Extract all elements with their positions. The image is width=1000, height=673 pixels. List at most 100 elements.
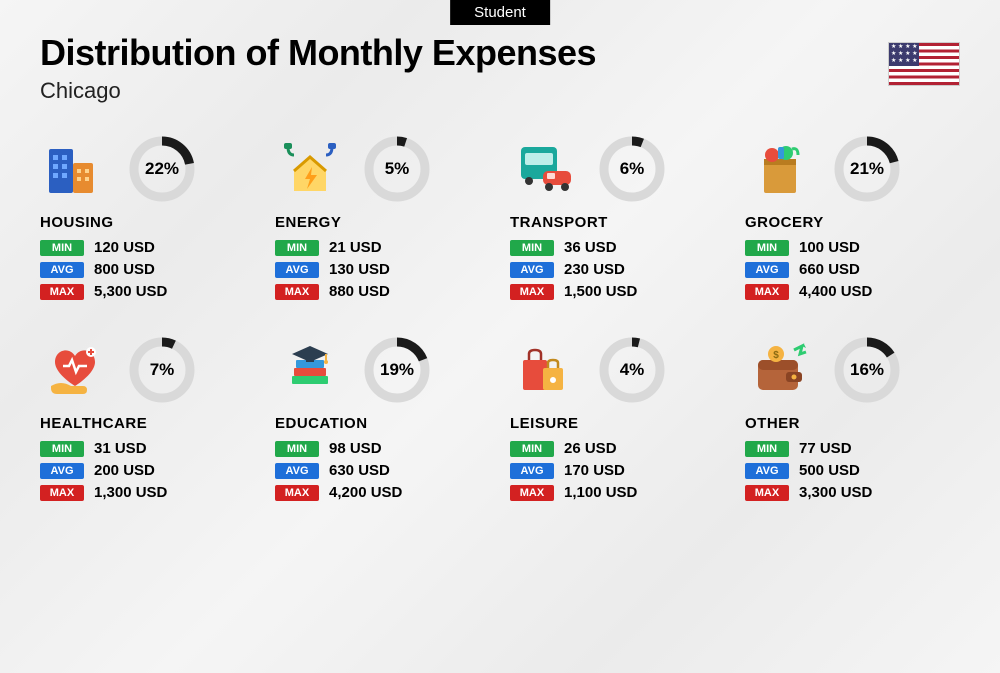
housing-max-row: MAX 5,300 USD (40, 283, 255, 300)
avg-badge: AVG (745, 262, 789, 278)
category-card-other: $ 16% OTHER MIN 77 USD AVG 500 USD MAX 3… (745, 335, 960, 506)
avg-badge: AVG (510, 463, 554, 479)
avg-badge: AVG (275, 463, 319, 479)
min-badge: MIN (40, 441, 84, 457)
max-badge: MAX (275, 485, 319, 501)
category-card-leisure: 4% LEISURE MIN 26 USD AVG 170 USD MAX 1,… (510, 335, 725, 506)
transport-name: TRANSPORT (510, 214, 725, 231)
transport-donut: 6% (596, 133, 668, 205)
leisure-name: LEISURE (510, 415, 725, 432)
category-card-grocery: 21% GROCERY MIN 100 USD AVG 660 USD MAX … (745, 134, 960, 305)
education-name: EDUCATION (275, 415, 490, 432)
healthcare-avg-row: AVG 200 USD (40, 462, 255, 479)
max-badge: MAX (40, 485, 84, 501)
usa-flag-icon (888, 42, 960, 86)
education-min-value: 98 USD (329, 440, 382, 457)
energy-donut: 5% (361, 133, 433, 205)
housing-max-value: 5,300 USD (94, 283, 167, 300)
category-card-healthcare: 7% HEALTHCARE MIN 31 USD AVG 200 USD MAX… (40, 335, 255, 506)
education-donut: 19% (361, 334, 433, 406)
title-block: Distribution of Monthly Expenses Chicago (40, 32, 596, 104)
min-badge: MIN (745, 240, 789, 256)
energy-name: ENERGY (275, 214, 490, 231)
max-badge: MAX (275, 284, 319, 300)
housing-donut: 22% (126, 133, 198, 205)
housing-min-row: MIN 120 USD (40, 239, 255, 256)
housing-name: HOUSING (40, 214, 255, 231)
energy-avg-row: AVG 130 USD (275, 261, 490, 278)
other-percent: 16% (850, 360, 884, 380)
grocery-donut: 21% (831, 133, 903, 205)
energy-min-value: 21 USD (329, 239, 382, 256)
other-donut: 16% (831, 334, 903, 406)
healthcare-donut: 7% (126, 334, 198, 406)
other-icon: $ (745, 340, 815, 400)
leisure-icon (510, 340, 580, 400)
grocery-icon (745, 139, 815, 199)
grocery-max-value: 4,400 USD (799, 283, 872, 300)
category-card-education: 19% EDUCATION MIN 98 USD AVG 630 USD MAX… (275, 335, 490, 506)
other-max-value: 3,300 USD (799, 484, 872, 501)
healthcare-max-value: 1,300 USD (94, 484, 167, 501)
avg-badge: AVG (40, 463, 84, 479)
min-badge: MIN (275, 240, 319, 256)
leisure-avg-row: AVG 170 USD (510, 462, 725, 479)
max-badge: MAX (510, 284, 554, 300)
other-avg-value: 500 USD (799, 462, 860, 479)
transport-avg-row: AVG 230 USD (510, 261, 725, 278)
transport-avg-value: 230 USD (564, 261, 625, 278)
education-min-row: MIN 98 USD (275, 440, 490, 457)
max-badge: MAX (745, 284, 789, 300)
grocery-name: GROCERY (745, 214, 960, 231)
grocery-max-row: MAX 4,400 USD (745, 283, 960, 300)
max-badge: MAX (745, 485, 789, 501)
energy-icon (275, 139, 345, 199)
education-max-value: 4,200 USD (329, 484, 402, 501)
other-min-row: MIN 77 USD (745, 440, 960, 457)
education-avg-row: AVG 630 USD (275, 462, 490, 479)
min-badge: MIN (275, 441, 319, 457)
svg-text:$: $ (773, 350, 779, 361)
education-icon (275, 340, 345, 400)
healthcare-percent: 7% (150, 360, 175, 380)
page-title: Distribution of Monthly Expenses (40, 32, 596, 74)
education-max-row: MAX 4,200 USD (275, 484, 490, 501)
transport-percent: 6% (620, 159, 645, 179)
min-badge: MIN (40, 240, 84, 256)
leisure-max-row: MAX 1,100 USD (510, 484, 725, 501)
category-card-housing: 22% HOUSING MIN 120 USD AVG 800 USD MAX … (40, 134, 255, 305)
min-badge: MIN (510, 441, 554, 457)
min-badge: MIN (745, 441, 789, 457)
energy-percent: 5% (385, 159, 410, 179)
transport-min-value: 36 USD (564, 239, 617, 256)
healthcare-min-value: 31 USD (94, 440, 147, 457)
avg-badge: AVG (275, 262, 319, 278)
other-name: OTHER (745, 415, 960, 432)
max-badge: MAX (510, 485, 554, 501)
max-badge: MAX (40, 284, 84, 300)
other-max-row: MAX 3,300 USD (745, 484, 960, 501)
category-card-energy: 5% ENERGY MIN 21 USD AVG 130 USD MAX 880… (275, 134, 490, 305)
avg-badge: AVG (745, 463, 789, 479)
grocery-avg-value: 660 USD (799, 261, 860, 278)
healthcare-name: HEALTHCARE (40, 415, 255, 432)
leisure-max-value: 1,100 USD (564, 484, 637, 501)
housing-avg-row: AVG 800 USD (40, 261, 255, 278)
avg-badge: AVG (40, 262, 84, 278)
avg-badge: AVG (510, 262, 554, 278)
leisure-percent: 4% (620, 360, 645, 380)
energy-avg-value: 130 USD (329, 261, 390, 278)
leisure-min-value: 26 USD (564, 440, 617, 457)
housing-icon (40, 139, 110, 199)
housing-percent: 22% (145, 159, 179, 179)
healthcare-min-row: MIN 31 USD (40, 440, 255, 457)
leisure-donut: 4% (596, 334, 668, 406)
grocery-avg-row: AVG 660 USD (745, 261, 960, 278)
healthcare-max-row: MAX 1,300 USD (40, 484, 255, 501)
student-badge: Student (450, 0, 550, 25)
city-name: Chicago (40, 78, 596, 104)
leisure-min-row: MIN 26 USD (510, 440, 725, 457)
education-avg-value: 630 USD (329, 462, 390, 479)
grocery-min-row: MIN 100 USD (745, 239, 960, 256)
grocery-min-value: 100 USD (799, 239, 860, 256)
